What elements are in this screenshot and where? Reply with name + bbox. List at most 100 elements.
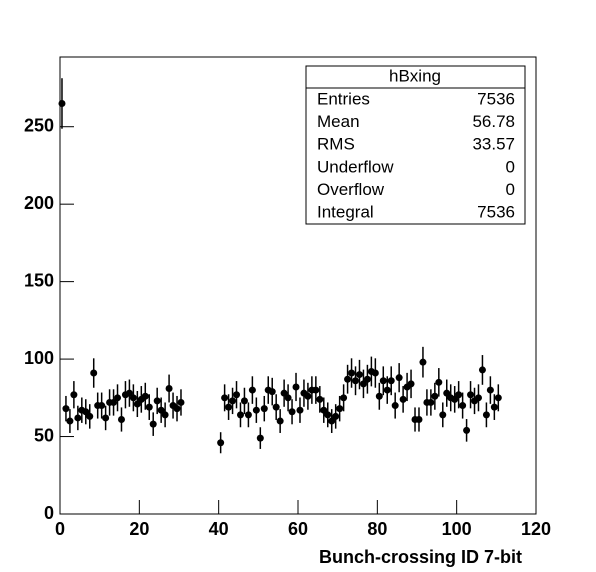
data-point bbox=[260, 405, 268, 413]
data-point bbox=[463, 426, 471, 434]
data-point bbox=[296, 406, 304, 414]
data-point bbox=[407, 380, 415, 388]
data-point bbox=[236, 411, 244, 419]
stats-value: 0 bbox=[506, 180, 515, 199]
data-point bbox=[490, 403, 498, 411]
stats-label: RMS bbox=[317, 135, 355, 154]
data-point bbox=[443, 389, 451, 397]
x-tick-label: 60 bbox=[288, 519, 308, 539]
data-point bbox=[177, 398, 185, 406]
data-point bbox=[98, 402, 106, 410]
data-point bbox=[165, 385, 173, 393]
data-point bbox=[332, 412, 340, 420]
data-point bbox=[427, 398, 435, 406]
data-point bbox=[225, 403, 233, 411]
data-point bbox=[455, 391, 463, 399]
stats-label: Underflow bbox=[317, 157, 394, 176]
data-point bbox=[371, 369, 379, 377]
data-point bbox=[82, 408, 90, 416]
data-point bbox=[328, 417, 336, 425]
data-point bbox=[229, 397, 237, 405]
stats-value: 33.57 bbox=[472, 135, 515, 154]
data-point bbox=[419, 358, 427, 366]
data-point bbox=[379, 377, 387, 385]
data-point bbox=[240, 397, 248, 405]
data-point bbox=[320, 406, 328, 414]
data-point bbox=[482, 411, 490, 419]
data-point bbox=[312, 386, 320, 394]
data-point bbox=[74, 414, 82, 422]
data-point bbox=[352, 377, 360, 385]
data-point bbox=[173, 405, 181, 413]
data-point bbox=[391, 402, 399, 410]
data-point bbox=[415, 416, 423, 424]
stats-box: hBxing Entries 7536 Mean 56.78 RMS 33.57 Under… bbox=[305, 65, 526, 225]
y-tick-label: 100 bbox=[24, 348, 54, 368]
x-tick-label: 120 bbox=[521, 519, 551, 539]
data-point bbox=[161, 411, 169, 419]
data-point bbox=[280, 389, 288, 397]
data-point bbox=[70, 391, 78, 399]
stats-value: 7536 bbox=[477, 202, 515, 221]
stats-label: Entries bbox=[317, 89, 370, 108]
data-point bbox=[304, 392, 312, 400]
stats-title: hBxing bbox=[389, 66, 441, 85]
y-tick-label: 150 bbox=[24, 270, 54, 290]
x-tick-label: 40 bbox=[209, 519, 229, 539]
data-point bbox=[157, 406, 165, 414]
data-point bbox=[395, 374, 403, 382]
data-point bbox=[363, 375, 371, 383]
stats-value: 56.78 bbox=[472, 112, 515, 131]
data-point bbox=[399, 395, 407, 403]
data-point bbox=[110, 398, 118, 406]
data-point bbox=[451, 395, 459, 403]
stats-frame bbox=[305, 65, 526, 225]
data-point bbox=[244, 411, 252, 419]
data-point bbox=[474, 394, 482, 402]
data-point bbox=[459, 402, 467, 410]
data-point bbox=[467, 391, 475, 399]
x-tick-label: 80 bbox=[367, 519, 387, 539]
stats-label: Mean bbox=[317, 112, 360, 131]
data-point bbox=[133, 400, 141, 408]
data-point bbox=[62, 405, 70, 413]
y-tick-label: 250 bbox=[24, 115, 54, 135]
stats-label: Overflow bbox=[317, 180, 385, 199]
data-point bbox=[272, 403, 280, 411]
data-point bbox=[217, 439, 225, 447]
data-point bbox=[359, 380, 367, 388]
data-point bbox=[494, 394, 502, 402]
x-tick-label: 100 bbox=[442, 519, 472, 539]
data-point bbox=[125, 389, 133, 397]
data-point bbox=[221, 394, 229, 402]
data-point bbox=[268, 388, 276, 396]
data-point bbox=[86, 412, 94, 420]
x-axis-title: Bunch-crossing ID 7-bit bbox=[319, 547, 522, 567]
data-point bbox=[153, 397, 161, 405]
data-point bbox=[324, 411, 332, 419]
data-point bbox=[383, 386, 391, 394]
data-point bbox=[439, 411, 447, 419]
data-point bbox=[252, 406, 260, 414]
stats-value: 0 bbox=[506, 157, 515, 176]
stats-value: 7536 bbox=[477, 89, 515, 108]
data-point bbox=[248, 386, 256, 394]
y-tick-label: 50 bbox=[34, 425, 54, 445]
data-point bbox=[336, 405, 344, 413]
data-point bbox=[431, 392, 439, 400]
data-point bbox=[276, 417, 284, 425]
data-point bbox=[233, 391, 241, 399]
data-point bbox=[145, 403, 153, 411]
data-point bbox=[288, 408, 296, 416]
data-point bbox=[256, 434, 264, 442]
data-point bbox=[387, 377, 395, 385]
data-point bbox=[344, 375, 352, 383]
x-tick-label: 20 bbox=[129, 519, 149, 539]
data-point bbox=[478, 366, 486, 374]
data-point bbox=[114, 394, 122, 402]
data-point bbox=[435, 378, 443, 386]
data-point bbox=[292, 383, 300, 391]
y-tick-label: 200 bbox=[24, 193, 54, 213]
data-point bbox=[149, 420, 157, 428]
data-point bbox=[340, 394, 348, 402]
